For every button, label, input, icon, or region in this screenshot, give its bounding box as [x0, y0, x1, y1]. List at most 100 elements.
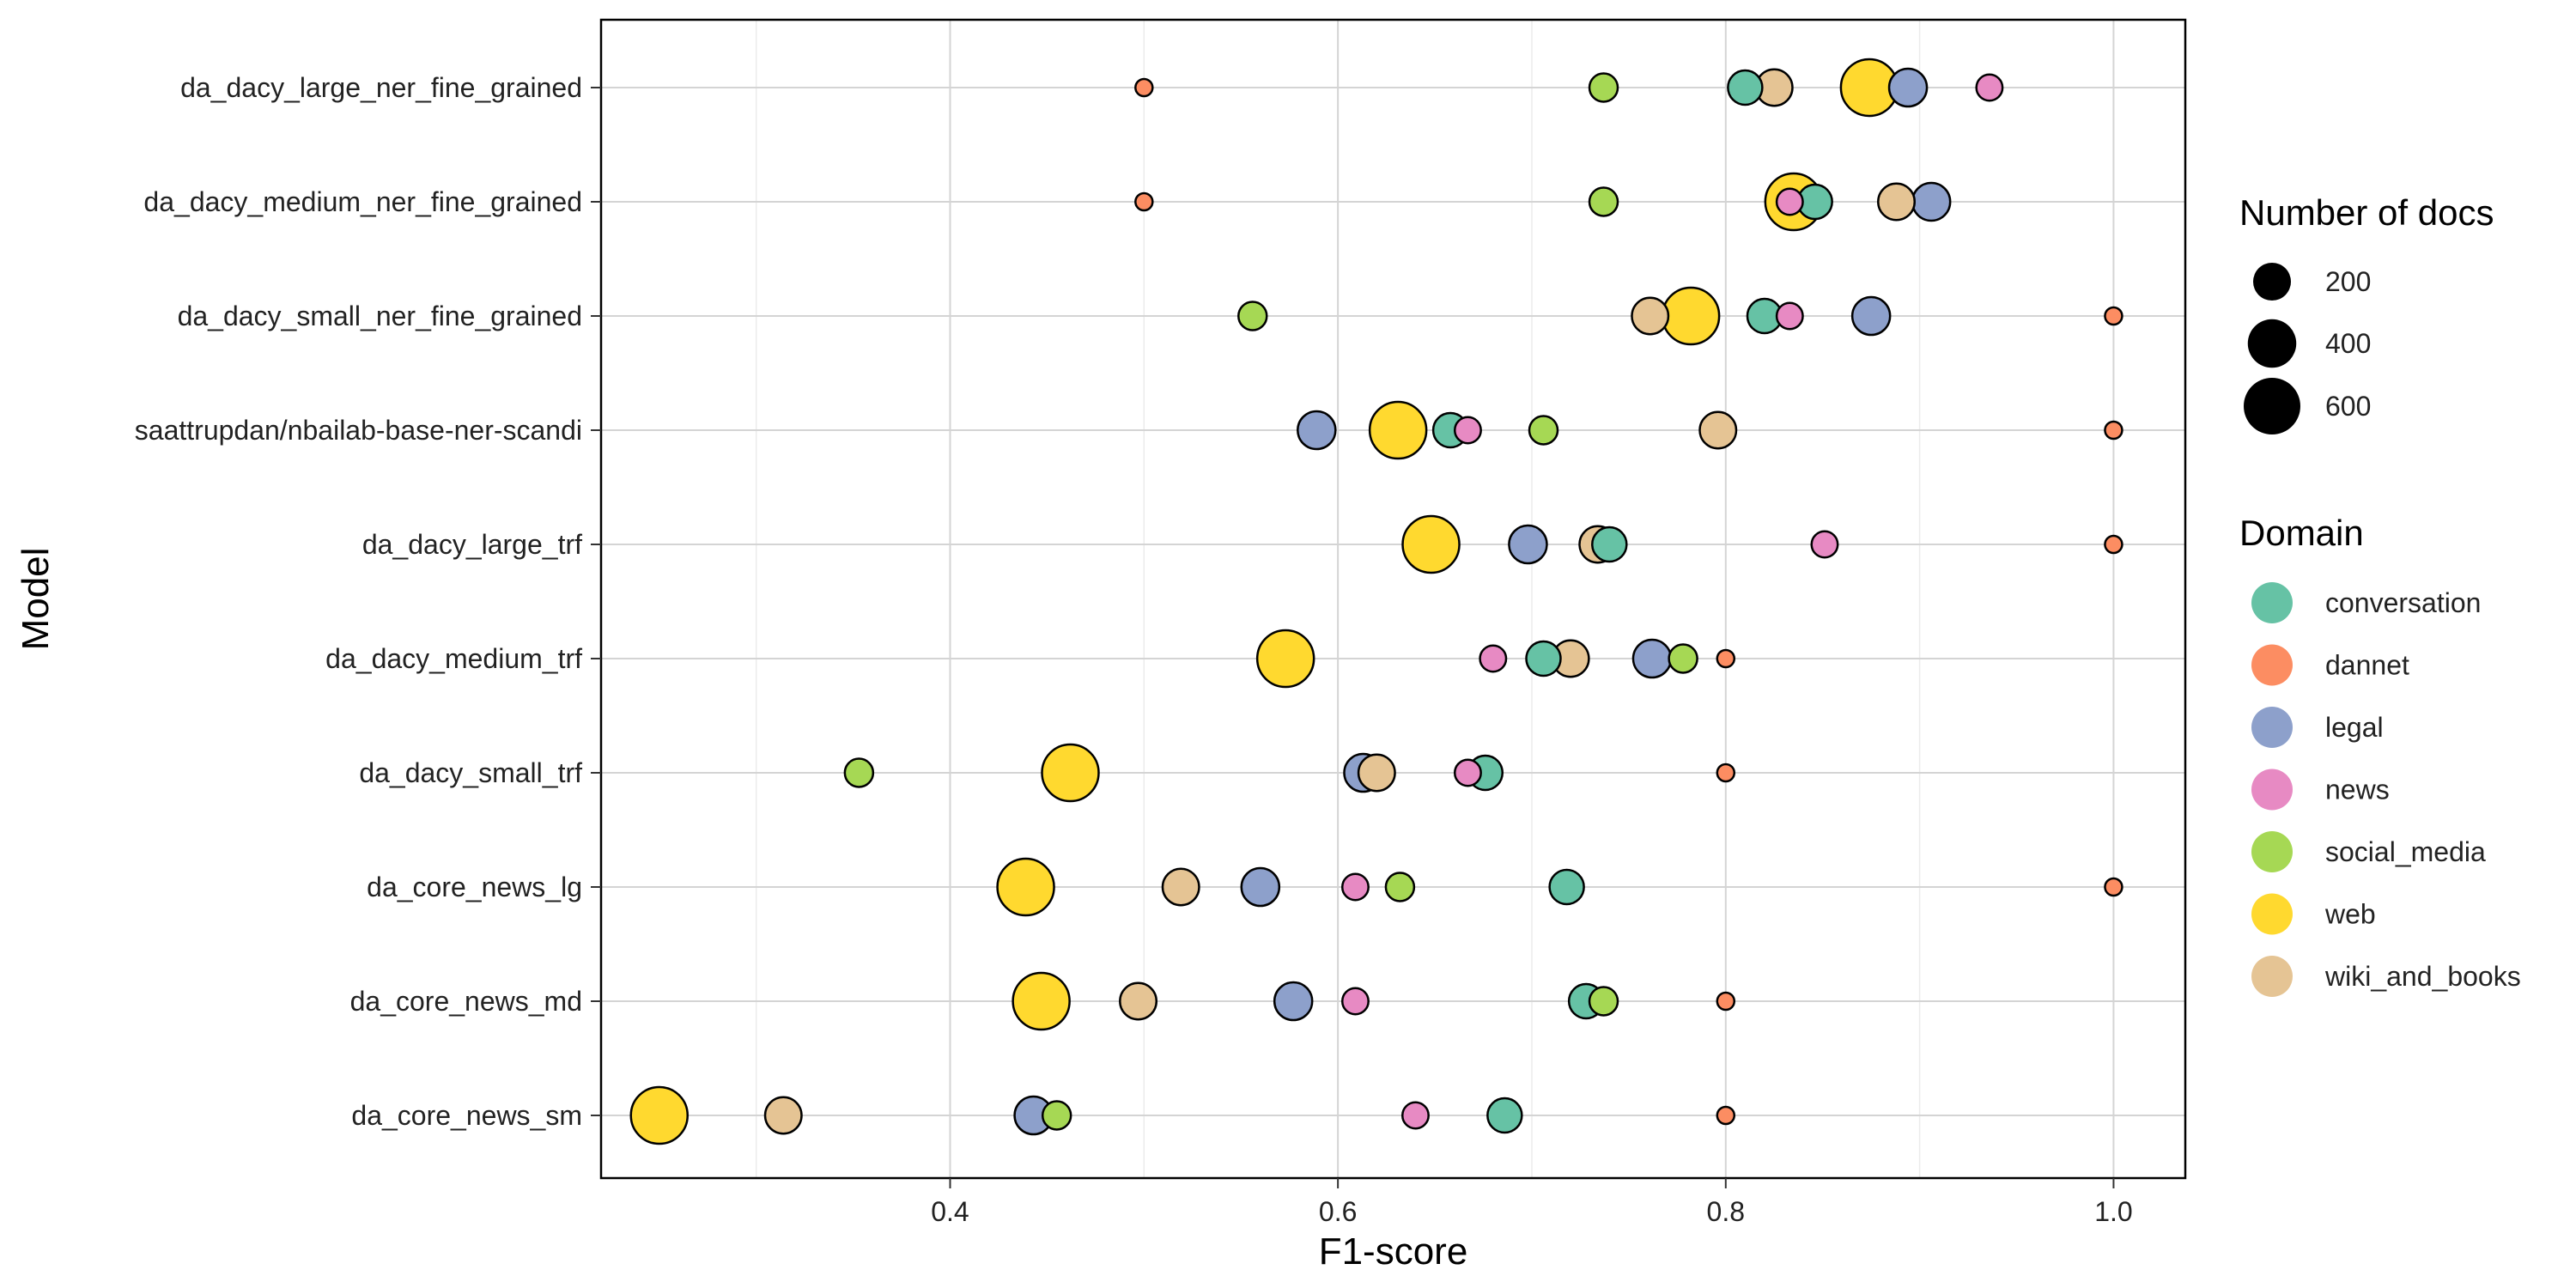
point-wiki_and_books: da_dacy_small_ner_fine_grained / wiki_an…	[1631, 296, 1670, 336]
y-tick-label: da_dacy_large_trf	[362, 529, 582, 560]
y-tick-label: da_dacy_medium_ner_fine_grained	[143, 186, 582, 217]
point-social_media: da_dacy_small_ner_fine_grained / social_…	[1237, 301, 1268, 331]
y-tick-label: da_dacy_small_trf	[359, 757, 582, 788]
point-dannet: da_dacy_small_ner_fine_grained / dannet:…	[2104, 306, 2123, 326]
point-wiki_and_books: da_dacy_medium_ner_fine_grained / wiki_a…	[1877, 182, 1917, 222]
x-tick-label: 0.6	[1319, 1196, 1357, 1227]
point-dannet: da_dacy_large_ner_fine_grained / dannet:…	[1134, 77, 1154, 98]
point-wiki_and_books: da_core_news_md / wiki_and_books: 0.497	[1119, 981, 1158, 1021]
y-tick-label: da_dacy_small_ner_fine_grained	[178, 301, 582, 331]
size-legend-key	[2244, 378, 2300, 434]
point-legal: da_core_news_lg / legal: 0.56	[1240, 866, 1281, 908]
point-web: saattrupdan/nbailab-base-ner-scandi / we…	[1368, 400, 1428, 460]
plot-panel-border	[599, 18, 2187, 1180]
point-legal: da_core_news_md / legal: 0.577	[1273, 981, 1314, 1022]
domain-legend-label: web	[2324, 899, 2376, 930]
domain-legend-key-wiki_and_books	[2251, 956, 2293, 997]
domain-legend-key-conversation	[2251, 582, 2293, 623]
point-conversation: da_dacy_large_ner_fine_grained / convers…	[1727, 69, 1764, 106]
domain-legend-label: legal	[2325, 712, 2384, 743]
point-news: da_dacy_medium_trf / news: 0.68	[1479, 644, 1508, 673]
domain-legend-key-news	[2251, 769, 2293, 811]
point-news: da_dacy_medium_ner_fine_grained / news: …	[1775, 187, 1804, 216]
point-web: da_dacy_small_ner_fine_grained / web: 0.…	[1661, 286, 1721, 346]
point-news: da_dacy_small_trf / news: 0.667	[1453, 758, 1482, 787]
x-axis-title: F1-score	[1319, 1230, 1468, 1273]
size-legend-key	[2247, 319, 2297, 368]
domain-legend-key-social_media	[2251, 831, 2293, 872]
point-dannet: da_dacy_large_trf / dannet: 1	[2104, 534, 2123, 555]
point-dannet: da_core_news_md / dannet: 0.8	[1716, 991, 1736, 1012]
point-web: da_dacy_large_trf / web: 0.648	[1401, 514, 1461, 574]
point-conversation: da_dacy_large_trf / conversation: 0.74	[1591, 526, 1628, 563]
domain-legend-label: social_media	[2325, 836, 2486, 867]
domain-legend: Domain conversation dannet legal news social…	[2239, 513, 2521, 997]
size-legend: Number of docs 200 400 600	[2239, 192, 2494, 434]
y-tick-label: da_core_news_lg	[367, 872, 582, 902]
point-legal: da_dacy_medium_trf / legal: 0.762	[1631, 638, 1673, 679]
point-social_media: da_core_news_md / social_media: 0.737	[1588, 986, 1619, 1017]
x-axis-ticks: 0.4 0.6 0.8 1.0	[931, 1178, 2133, 1227]
size-legend-label: 200	[2325, 266, 2371, 297]
point-social_media: da_dacy_large_ner_fine_grained / social_…	[1588, 72, 1619, 103]
y-tick-label: da_dacy_large_ner_fine_grained	[180, 72, 582, 103]
point-news: da_dacy_small_ner_fine_grained / news: 0…	[1775, 301, 1804, 331]
point-dannet: da_core_news_lg / dannet: 1	[2104, 877, 2123, 897]
point-dannet: da_dacy_medium_trf / dannet: 0.8	[1716, 648, 1736, 669]
y-tick-label: da_core_news_md	[350, 986, 582, 1017]
point-dannet: da_dacy_medium_ner_fine_grained / dannet…	[1134, 191, 1154, 212]
size-legend-label: 400	[2325, 328, 2371, 359]
point-web: da_core_news_md / web: 0.447	[1012, 971, 1071, 1031]
point-dannet: da_core_news_sm / dannet: 0.8	[1716, 1105, 1736, 1126]
x-tick-label: 0.4	[931, 1196, 969, 1227]
point-conversation: da_dacy_medium_trf / conversation: 0.706	[1525, 640, 1562, 677]
point-news: da_core_news_lg / news: 0.609	[1340, 872, 1370, 902]
point-web: da_dacy_small_trf / web: 0.462	[1041, 743, 1100, 803]
domain-legend-label: news	[2325, 775, 2390, 805]
domain-legend-key-web	[2251, 893, 2293, 935]
size-legend-label: 600	[2325, 391, 2371, 422]
domain-legend-label: wiki_and_books	[2324, 961, 2521, 992]
point-social_media: saattrupdan/nbailab-base-ner-scandi / so…	[1528, 415, 1559, 446]
point-dannet: da_dacy_small_trf / dannet: 0.8	[1716, 762, 1736, 783]
point-conversation: da_core_news_lg / conversation: 0.718	[1548, 868, 1585, 906]
point-news: da_core_news_sm / news: 0.64	[1400, 1101, 1430, 1130]
point-social_media: da_dacy_medium_ner_fine_grained / social…	[1588, 186, 1619, 217]
y-axis-ticks: da_dacy_large_ner_fine_grained da_dacy_me…	[135, 72, 601, 1131]
data-points: da_dacy_large_ner_fine_grained / web: 0.…	[629, 58, 2123, 1145]
domain-legend-label: conversation	[2325, 587, 2481, 618]
point-news: da_core_news_md / news: 0.609	[1340, 987, 1370, 1016]
y-tick-label: da_dacy_medium_trf	[325, 643, 582, 674]
point-legal: saattrupdan/nbailab-base-ner-scandi / le…	[1297, 410, 1337, 451]
point-social_media: da_core_news_sm / social_media: 0.455	[1041, 1100, 1072, 1131]
point-wiki_and_books: da_core_news_lg / wiki_and_books: 0.519	[1161, 867, 1200, 907]
size-legend-key	[2252, 262, 2292, 301]
point-wiki_and_books: saattrupdan/nbailab-base-ner-scandi / wi…	[1698, 410, 1738, 450]
point-news: da_dacy_large_trf / news: 0.851	[1810, 530, 1839, 559]
x-tick-label: 0.8	[1707, 1196, 1745, 1227]
size-legend-title: Number of docs	[2239, 192, 2494, 233]
point-dannet: saattrupdan/nbailab-base-ner-scandi / da…	[2104, 420, 2123, 440]
point-social_media: da_core_news_lg / social_media: 0.632	[1384, 872, 1416, 902]
point-legal: da_dacy_small_ner_fine_grained / legal: …	[1850, 295, 1892, 337]
y-tick-label: da_core_news_sm	[351, 1100, 582, 1131]
domain-legend-key-legal	[2251, 707, 2293, 748]
point-conversation: da_core_news_sm / conversation: 0.686	[1486, 1097, 1523, 1134]
point-social_media: da_dacy_small_trf / social_media: 0.353	[843, 757, 875, 788]
x-tick-label: 1.0	[2094, 1196, 2132, 1227]
y-axis-title: Model	[15, 548, 57, 651]
domain-legend-title: Domain	[2239, 513, 2364, 553]
domain-legend-label: dannet	[2325, 650, 2409, 681]
point-news: saattrupdan/nbailab-base-ner-scandi / ne…	[1453, 416, 1482, 445]
domain-legend-key-dannet	[2251, 644, 2293, 686]
point-web: da_dacy_medium_trf / web: 0.573	[1255, 629, 1315, 689]
point-web: da_core_news_lg / web: 0.439	[996, 857, 1055, 917]
point-legal: da_dacy_large_ner_fine_grained / legal: …	[1887, 67, 1929, 108]
point-legal: da_dacy_large_trf / legal: 0.698	[1508, 524, 1548, 565]
point-web: da_core_news_sm / web: 0.25	[629, 1085, 689, 1145]
point-social_media: da_dacy_medium_trf / social_media: 0.778	[1668, 643, 1698, 674]
point-legal: da_dacy_medium_ner_fine_grained / legal:…	[1911, 181, 1952, 222]
point-news: da_dacy_large_ner_fine_grained / news: 0…	[1975, 73, 2004, 102]
point-wiki_and_books: da_core_news_sm / wiki_and_books: 0.314	[763, 1096, 803, 1135]
